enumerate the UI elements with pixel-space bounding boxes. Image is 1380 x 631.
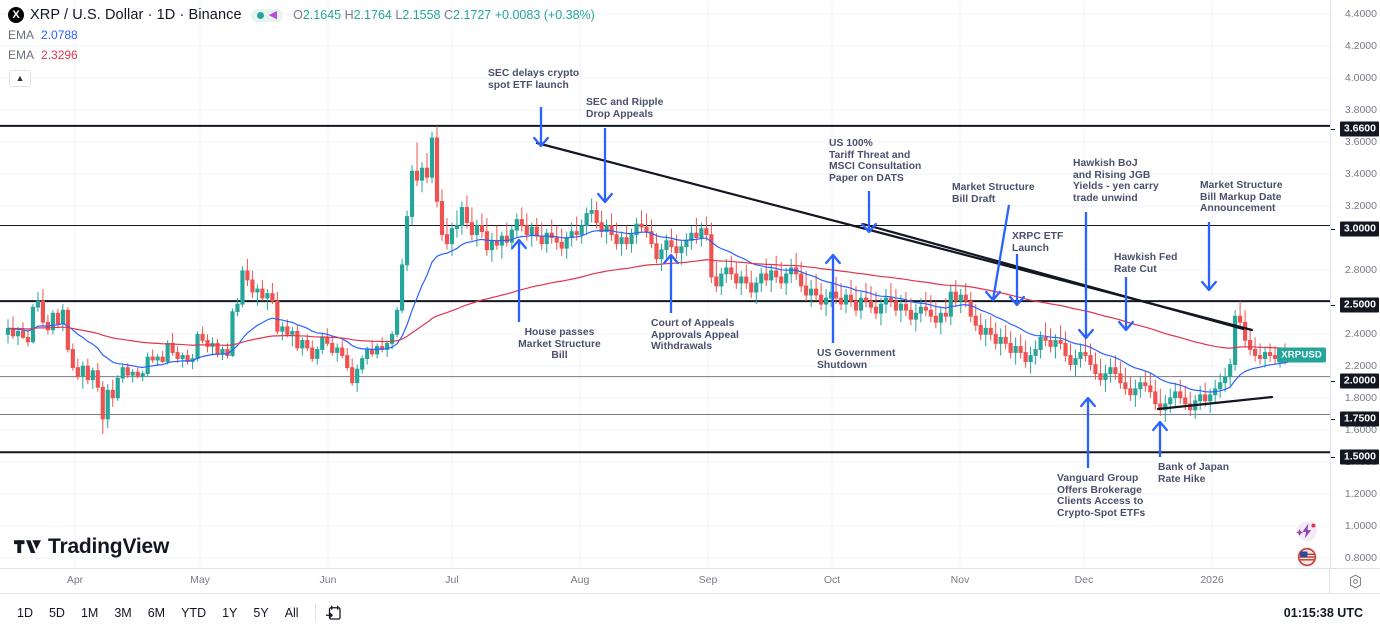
price-tick: 3.8000 (1344, 104, 1377, 116)
price-tick: 1.2000 (1344, 488, 1377, 500)
axis-tick-mark (1331, 381, 1335, 382)
chart-pane[interactable] (0, 0, 1330, 568)
chevron-up-icon[interactable]: ▲ (9, 70, 31, 87)
annotation-house-passes-bill: House passes Market Structure Bill (518, 327, 601, 362)
axis-tick-mark (1331, 305, 1335, 306)
time-tick: May (190, 574, 210, 586)
range-button-1d[interactable]: 1D (10, 603, 40, 623)
drawings-overlay (511, 107, 1274, 468)
time-tick: Aug (570, 574, 590, 586)
price-level-label: 3.6600 (1339, 121, 1379, 137)
candlestick-series (5, 125, 1293, 435)
us-flag-icon (1296, 546, 1318, 568)
axis-settings-icon[interactable] (1347, 573, 1364, 590)
chart-gridlines (0, 0, 1330, 568)
price-level-label: 3.0000 (1339, 221, 1379, 237)
tradingview-logo: TradingView (14, 535, 169, 559)
price-tick: 3.2000 (1344, 200, 1377, 212)
tradingview-logo-icon (14, 540, 41, 553)
time-tick: Nov (950, 574, 970, 586)
axis-divider (1329, 569, 1330, 594)
time-tick: Jul (445, 574, 459, 586)
price-level-label: 1.5000 (1339, 449, 1379, 465)
time-axis[interactable]: Apr May Jun Jul Aug Sep Oct Nov Dec 2026 (0, 568, 1380, 594)
time-tick: Apr (66, 574, 84, 586)
price-tick: 4.0000 (1344, 72, 1377, 84)
price-level-label: 2.0000 (1339, 373, 1379, 389)
range-button-6m[interactable]: 6M (141, 603, 172, 623)
toolbar-divider (314, 603, 316, 622)
axis-tick-mark (1331, 129, 1335, 130)
tradingview-logo-text: TradingView (48, 535, 170, 558)
utc-clock: 01:15:38 UTC (1283, 605, 1363, 620)
time-tick: 2026 (1200, 574, 1224, 586)
annotation-market-structure-draft: Market Structure Bill Draft (952, 182, 1035, 205)
price-tick: 2.2000 (1344, 360, 1377, 372)
time-tick: Dec (1074, 574, 1094, 586)
calendar-range-icon[interactable] (325, 604, 343, 622)
range-selector-group: 1D 5D 1M 3M 6M YTD 1Y 5Y All (0, 603, 306, 623)
price-level-label: 2.5000 (1339, 297, 1379, 313)
annotation-hawkish-boj: Hawkish BoJ and Rising JGB Yields - yen … (1073, 158, 1159, 204)
range-button-3m[interactable]: 3M (107, 603, 138, 623)
range-button-5d[interactable]: 5D (42, 603, 72, 623)
axis-tick-mark (1331, 419, 1335, 420)
time-tick: Sep (698, 574, 718, 586)
bottom-toolbar: 1D 5D 1M 3M 6M YTD 1Y 5Y All 01:15:38 UTC (0, 593, 1380, 631)
symbol-price-badge: XRPUSD (1277, 347, 1326, 363)
time-tick: Jun (319, 574, 337, 586)
annotation-market-structure-markup: Market Structure Bill Markup Date Announ… (1200, 180, 1283, 215)
annotation-court-appeals-withdrawal: Court of Appeals Approvals Appeal Withdr… (651, 318, 739, 353)
annotation-bank-of-japan-rate-hike: Bank of Japan Rate Hike (1158, 462, 1230, 485)
annotation-xrpc-etf-launch: XRPC ETF Launch (1012, 231, 1064, 254)
range-button-5y[interactable]: 5Y (246, 603, 275, 623)
price-axis[interactable]: 4.4000 4.2000 4.0000 3.8000 3.6000 3.4000 3.20… (1330, 0, 1380, 568)
price-tick: 2.8000 (1344, 264, 1377, 276)
price-tick: 4.2000 (1344, 40, 1377, 52)
price-tick: 1.8000 (1344, 392, 1377, 404)
range-button-1m[interactable]: 1M (74, 603, 105, 623)
time-tick: Oct (823, 574, 841, 586)
price-tick: 2.4000 (1344, 328, 1377, 340)
spark-bolt-icon (1296, 520, 1318, 542)
price-tick: 4.4000 (1344, 8, 1377, 20)
annotation-sec-ripple-drop-appeals: SEC and Ripple Drop Appeals (586, 97, 664, 120)
range-button-ytd[interactable]: YTD (174, 603, 213, 623)
price-tick: 0.8000 (1344, 552, 1377, 564)
annotation-us-tariff-msci-dats: US 100% Tariff Threat and MSCI Consultat… (829, 138, 922, 184)
price-tick: 3.6000 (1344, 136, 1377, 148)
range-button-1y[interactable]: 1Y (215, 603, 244, 623)
price-tick: 1.0000 (1344, 520, 1377, 532)
axis-tick-mark (1331, 229, 1335, 230)
annotation-vanguard-brokerage-etfs: Vanguard Group Offers Brokerage Clients … (1057, 473, 1146, 519)
corner-badges (1296, 520, 1318, 572)
price-tick: 1.6000 (1344, 424, 1377, 436)
annotation-hawkish-fed-rate-cut: Hawkish Fed Rate Cut (1114, 252, 1178, 275)
axis-tick-mark (1331, 457, 1335, 458)
annotation-us-government-shutdown: US Government Shutdown (817, 348, 896, 371)
annotation-sec-delays-etf: SEC delays crypto spot ETF launch (488, 68, 580, 91)
range-button-all[interactable]: All (278, 603, 306, 623)
price-level-label: 1.7500 (1339, 411, 1379, 427)
price-tick: 3.4000 (1344, 168, 1377, 180)
